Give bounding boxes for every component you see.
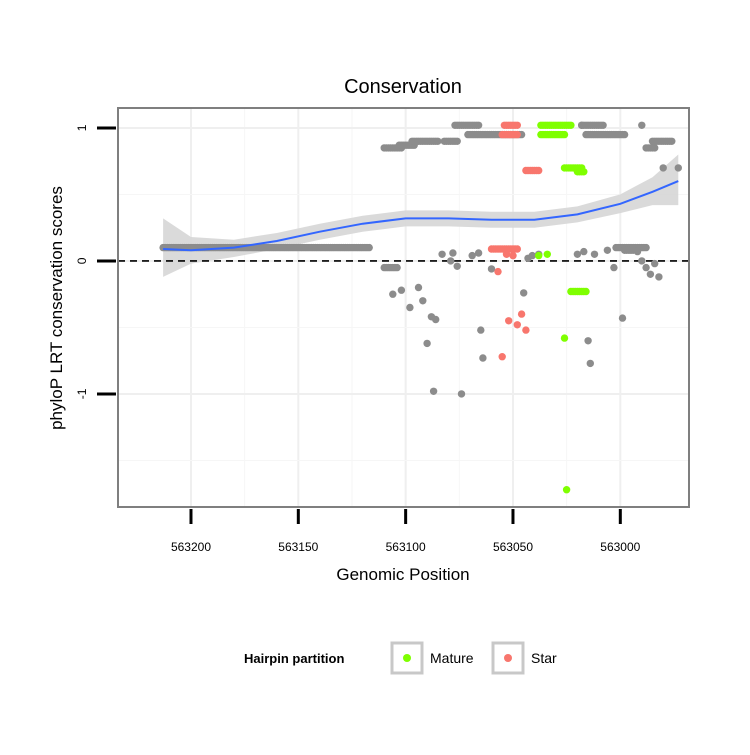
data-point [560,130,569,139]
data-point [535,251,543,260]
legend-title: Hairpin partition [244,651,344,666]
data-point [432,315,440,324]
data-point [393,263,401,272]
x-tick-label: 563150 [278,540,318,554]
data-point [494,267,502,276]
legend-label-star: Star [531,650,557,666]
data-point [620,130,629,139]
data-point [474,249,483,257]
data-point [477,326,485,334]
data-point [457,390,466,398]
data-point [513,121,521,129]
smooth-confidence-ribbon [163,154,679,277]
points-layer [159,121,682,494]
data-point [520,289,528,297]
chart-title: Conservation [344,76,462,98]
data-point [567,121,575,129]
data-point [517,310,526,318]
data-point [423,339,431,348]
data-point [365,243,373,252]
data-point [638,257,646,265]
data-point [603,246,612,254]
data-point [651,144,659,152]
data-point [610,263,618,272]
data-point [509,251,517,260]
smooth-line-layer [163,180,679,252]
data-point [513,245,521,253]
data-point [578,121,586,129]
x-tick-label: 563200 [171,540,211,554]
data-point [562,486,571,494]
y-tick-label: 1 [75,124,89,131]
data-point [582,287,590,296]
data-point [633,247,642,256]
series-other [159,121,682,398]
data-point [655,273,663,281]
data-point [599,121,607,129]
data-point [434,137,442,145]
series-star [487,121,543,361]
y-axis: 1 0 -1 [75,124,116,399]
data-point [580,168,588,176]
data-point [513,321,521,329]
x-tick-label: 563100 [386,540,426,554]
y-axis-title: phyloP LRT conservation scores [47,186,66,430]
data-point [453,137,461,145]
data-point [453,262,461,270]
data-point [580,247,588,256]
y-tick-label: -1 [75,388,89,399]
data-point [449,249,457,257]
data-point [406,303,414,312]
smooth-ribbon-layer [163,154,679,277]
data-point [668,137,676,145]
data-point [479,354,487,362]
data-point [429,387,438,395]
data-point [646,270,655,278]
x-axis-title: Genomic Position [336,565,469,584]
data-point [447,257,455,265]
data-point [522,326,530,334]
data-point [419,297,427,305]
y-tick-label: 0 [75,257,89,264]
data-point [659,164,667,172]
data-point [651,259,659,268]
data-point [642,243,650,252]
data-point [638,121,646,129]
legend-label-mature: Mature [430,650,474,666]
legend-dot-star [504,654,512,662]
data-point [560,334,569,342]
data-point [590,250,599,258]
data-point [584,337,592,345]
data-point [502,250,511,258]
smooth-line [163,180,679,252]
plot-border [117,107,690,508]
data-point [535,166,543,175]
data-point [414,283,423,292]
data-point [474,121,483,129]
plot-panel [118,108,689,507]
data-point [528,251,536,260]
data-point [397,286,406,294]
data-point [674,164,682,172]
data-point [498,353,506,361]
data-point [468,251,476,260]
data-point [586,359,594,368]
data-point [505,317,513,325]
data-point [389,290,397,298]
data-point [618,314,627,322]
legend: Hairpin partition Mature Star [244,641,557,675]
x-tick-label: 563000 [600,540,640,554]
data-point [438,250,446,258]
x-axis: 563200 563150 563100 563050 563000 [171,509,641,554]
data-point [543,250,551,258]
data-point [487,265,496,273]
x-tick-label: 563050 [493,540,533,554]
data-point [573,250,582,258]
data-point [642,263,650,272]
legend-dot-mature [403,654,411,662]
data-point [513,130,521,139]
series-mature [535,121,590,494]
